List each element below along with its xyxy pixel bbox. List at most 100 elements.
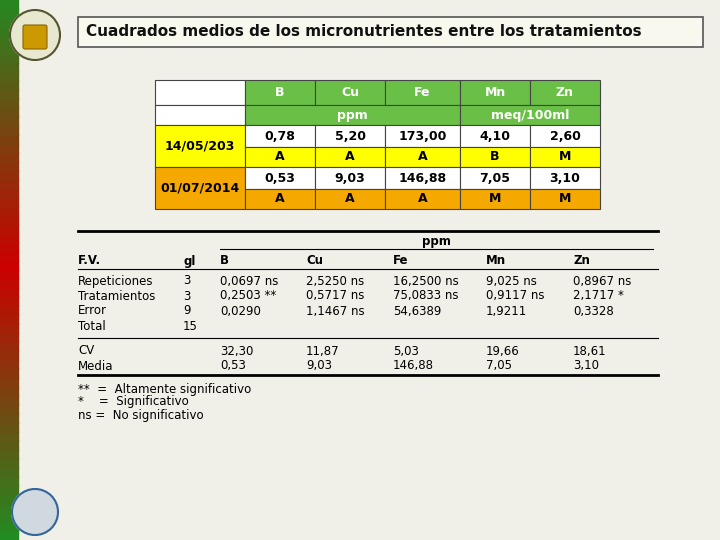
FancyBboxPatch shape xyxy=(23,25,47,49)
Text: B: B xyxy=(220,254,229,267)
Bar xyxy=(0,377,18,387)
Bar xyxy=(0,44,18,54)
Text: ppm: ppm xyxy=(422,235,451,248)
Text: Zn: Zn xyxy=(573,254,590,267)
Text: ppm: ppm xyxy=(337,109,368,122)
Bar xyxy=(0,134,18,144)
Bar xyxy=(0,296,18,306)
Bar xyxy=(0,314,18,324)
Bar xyxy=(0,116,18,126)
Text: 14/05/203: 14/05/203 xyxy=(165,139,235,152)
Bar xyxy=(155,167,245,209)
Text: 0,53: 0,53 xyxy=(220,360,246,373)
Bar xyxy=(460,167,530,189)
Bar xyxy=(0,368,18,378)
Text: 18,61: 18,61 xyxy=(573,345,607,357)
Bar xyxy=(0,170,18,180)
Bar xyxy=(0,440,18,450)
Bar xyxy=(0,413,18,423)
Text: 01/07/2014: 01/07/2014 xyxy=(161,181,240,194)
Text: 173,00: 173,00 xyxy=(398,130,446,143)
Text: B: B xyxy=(490,151,500,164)
Text: 9,025 ns: 9,025 ns xyxy=(486,274,537,287)
Text: 2,60: 2,60 xyxy=(549,130,580,143)
Bar xyxy=(315,189,385,209)
Bar xyxy=(0,287,18,297)
Text: 54,6389: 54,6389 xyxy=(393,305,441,318)
Bar xyxy=(0,152,18,162)
Text: *    =  Significativo: * = Significativo xyxy=(78,395,189,408)
Bar xyxy=(0,467,18,477)
Bar xyxy=(0,224,18,234)
Text: 1,9211: 1,9211 xyxy=(486,305,527,318)
Text: 75,0833 ns: 75,0833 ns xyxy=(393,289,459,302)
Text: 4,10: 4,10 xyxy=(480,130,510,143)
Bar xyxy=(245,189,315,209)
Bar xyxy=(0,161,18,171)
Bar xyxy=(0,35,18,45)
Bar xyxy=(0,242,18,252)
Text: 2,5250 ns: 2,5250 ns xyxy=(306,274,364,287)
Bar xyxy=(245,105,460,125)
Text: 7,05: 7,05 xyxy=(480,172,510,185)
Text: 7,05: 7,05 xyxy=(486,360,512,373)
Bar xyxy=(0,395,18,405)
Text: Cuadrados medios de los micronutrientes entre los tratamientos: Cuadrados medios de los micronutrientes … xyxy=(86,24,642,39)
Text: gl: gl xyxy=(183,254,195,267)
Bar xyxy=(0,476,18,486)
Text: 0,78: 0,78 xyxy=(264,130,295,143)
Bar xyxy=(460,80,530,105)
Bar xyxy=(0,530,18,540)
Bar xyxy=(0,98,18,108)
Text: 0,2503 **: 0,2503 ** xyxy=(220,289,276,302)
Bar xyxy=(0,0,18,9)
Text: 146,88: 146,88 xyxy=(398,172,446,185)
Bar xyxy=(530,189,600,209)
Bar xyxy=(155,125,245,167)
Text: Mn: Mn xyxy=(485,86,505,99)
Bar xyxy=(0,188,18,198)
Text: 9: 9 xyxy=(183,305,191,318)
Text: 19,66: 19,66 xyxy=(486,345,520,357)
Bar xyxy=(0,53,18,63)
Text: 9,03: 9,03 xyxy=(335,172,365,185)
Text: Media: Media xyxy=(78,360,114,373)
Bar xyxy=(155,105,245,125)
Bar xyxy=(0,260,18,270)
Bar xyxy=(0,305,18,315)
Bar xyxy=(245,80,315,105)
Text: A: A xyxy=(275,192,285,206)
Bar xyxy=(0,215,18,225)
Text: A: A xyxy=(345,192,355,206)
Bar xyxy=(385,189,460,209)
Bar xyxy=(0,350,18,360)
Bar xyxy=(0,17,18,27)
Text: Fe: Fe xyxy=(393,254,408,267)
Bar xyxy=(315,125,385,147)
Bar xyxy=(0,251,18,261)
Bar xyxy=(0,458,18,468)
Bar xyxy=(460,147,530,167)
Text: 0,3328: 0,3328 xyxy=(573,305,613,318)
Text: M: M xyxy=(559,151,571,164)
Text: 11,87: 11,87 xyxy=(306,345,340,357)
Text: 0,0697 ns: 0,0697 ns xyxy=(220,274,279,287)
Text: 3: 3 xyxy=(183,274,190,287)
Bar xyxy=(245,167,315,189)
Bar xyxy=(385,80,460,105)
Bar xyxy=(0,431,18,441)
Bar xyxy=(0,89,18,99)
Text: M: M xyxy=(559,192,571,206)
FancyBboxPatch shape xyxy=(78,17,703,47)
Bar xyxy=(0,62,18,72)
Text: **  =  Altamente significativo: ** = Altamente significativo xyxy=(78,382,251,395)
Bar xyxy=(0,278,18,288)
Text: 0,0290: 0,0290 xyxy=(220,305,261,318)
Text: 5,20: 5,20 xyxy=(335,130,366,143)
Bar xyxy=(0,197,18,207)
Bar xyxy=(0,485,18,495)
Text: Error: Error xyxy=(78,305,107,318)
Text: Mn: Mn xyxy=(486,254,506,267)
Bar xyxy=(460,189,530,209)
Bar xyxy=(0,332,18,342)
